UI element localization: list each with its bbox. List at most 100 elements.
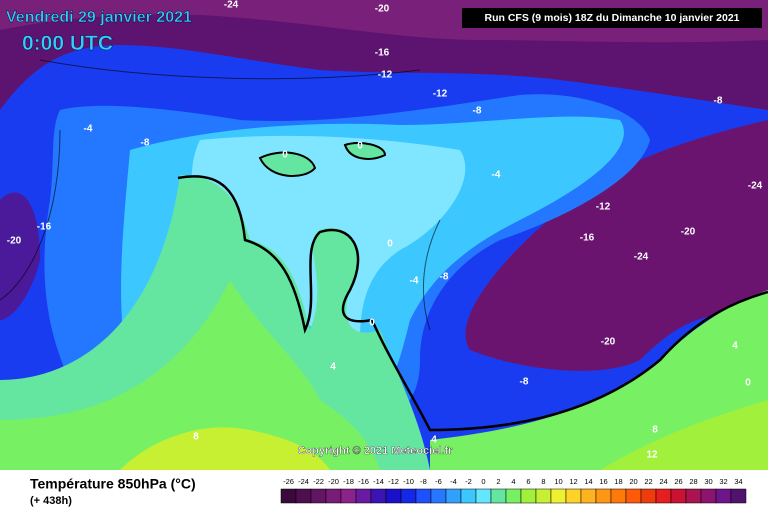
contour-label: -16 [37, 222, 52, 233]
colorbar-swatch [385, 488, 402, 504]
colorbar-tick-label: -4 [450, 477, 457, 486]
colorbar-swatch [460, 488, 477, 504]
colorbar-tick-label: 20 [629, 477, 637, 486]
contour-label: -8 [473, 106, 482, 117]
colorbar-tick-label: 30 [704, 477, 712, 486]
date: Vendredi 29 janvier 2021 [6, 9, 192, 26]
colorbar-tick-label: -2 [465, 477, 472, 486]
contour-labels: -24 -20 -16 -12 -12 -8 -8 -4 -8 0 0 -4 -12 -24 -20 -16 -… [7, 0, 763, 461]
colorbar-swatch [595, 488, 612, 504]
contour-label: 4 [330, 362, 336, 373]
contour-label: 0 [282, 150, 288, 161]
colorbar-swatch [400, 488, 417, 504]
colorbar-tick-label: -22 [313, 477, 324, 486]
colorbar-tick-label: 34 [734, 477, 742, 486]
contour-label: 8 [652, 425, 658, 436]
colorbar-swatch [415, 488, 432, 504]
contour-label: 4 [431, 435, 437, 446]
colorbar-tick-label: -6 [435, 477, 442, 486]
colorbar-tick-label: -16 [358, 477, 369, 486]
colorbar-swatch [610, 488, 627, 504]
contour-label: -8 [520, 377, 529, 388]
contour-label: 0 [369, 318, 375, 329]
colorbar-swatch [565, 488, 582, 504]
colorbar-swatch [295, 488, 312, 504]
cold-region [465, 120, 768, 371]
warm-region [600, 400, 768, 470]
isotherm-zero [177, 175, 768, 432]
colorbar-swatch [715, 488, 732, 504]
colorbar-swatch [355, 488, 372, 504]
contour-label: 0 [387, 239, 393, 250]
warm-region [430, 290, 768, 470]
colorbar-tick-label: 26 [674, 477, 682, 486]
colorbar-swatch [520, 488, 537, 504]
contour-label: 12 [646, 450, 658, 461]
colorbar-tick-label: -26 [283, 477, 294, 486]
colorbar-tick-label: 16 [599, 477, 607, 486]
colorbar-tick-label: 8 [541, 477, 545, 486]
contour-label: 0 [745, 378, 751, 389]
colorbar-swatch [700, 488, 717, 504]
colorbar-tick-label: -18 [343, 477, 354, 486]
colorbar-tick-label: -24 [298, 477, 309, 486]
colorbar-swatch [550, 488, 567, 504]
contour-label: -12 [378, 70, 393, 81]
contour-label: -20 [601, 337, 616, 348]
map: -24 -20 -16 -12 -12 -8 -8 -4 -8 0 0 -4 -12 -24 -20 -16 -… [0, 0, 768, 470]
colorbar-swatch [445, 488, 462, 504]
contour-label: -4 [84, 124, 93, 135]
colorbar-tick-label: -10 [403, 477, 414, 486]
contour-label: -24 [634, 252, 649, 263]
colorbar-swatch [475, 488, 492, 504]
colorbar-swatch [580, 488, 597, 504]
warm-region [0, 280, 380, 470]
colorbar-tick-label: 14 [584, 477, 592, 486]
colorbar-swatch [340, 488, 357, 504]
colorbar-tick-label: 2 [496, 477, 500, 486]
run-box [462, 8, 762, 28]
legend-title: Température 850hPa (°C) [30, 476, 196, 492]
colorbar-tick-label: 0 [481, 477, 485, 486]
colorbar-tick-label: -20 [328, 477, 339, 486]
colorbar-swatch [505, 488, 522, 504]
contour-label: -8 [714, 96, 723, 107]
coastline [0, 59, 441, 331]
copyright: Copyright © 2021 Meteociel.fr [298, 445, 454, 457]
colorbar-tick-label: 4 [511, 477, 515, 486]
contour-label: -24 [224, 0, 239, 11]
time: 0:00 UTC [22, 32, 113, 55]
colorbar-swatch [370, 488, 387, 504]
isotherm-zero [258, 142, 387, 178]
contour-label: -8 [141, 138, 150, 149]
warm-region [120, 427, 330, 470]
contour-label: 8 [193, 432, 199, 443]
contour-label: -12 [596, 202, 611, 213]
colorbar-tick-label: -12 [388, 477, 399, 486]
colorbar-swatch [280, 488, 297, 504]
colorbar-tick-label: 12 [569, 477, 577, 486]
contour-label: 4 [732, 341, 738, 352]
colorbar-swatch [490, 488, 507, 504]
contour-label: -4 [492, 170, 501, 181]
colorbar-tick-label: 18 [614, 477, 622, 486]
colorbar: -26 -24 -22 -20 -18 -16 -14 -12 -10 -8 -6 -4 -2 0 2 4 6 8… [280, 477, 747, 504]
colorbar-tick-label: 32 [719, 477, 727, 486]
colorbar-tick-label: 28 [689, 477, 697, 486]
legend-subtitle: (+ 438h) [30, 495, 72, 507]
colorbar-swatch [670, 488, 687, 504]
colorbar-tick-label: 10 [554, 477, 562, 486]
contour-label: -20 [375, 4, 390, 15]
colorbar-tick-label: 22 [644, 477, 652, 486]
colorbar-swatch [625, 488, 642, 504]
colorbar-swatch [310, 488, 327, 504]
colorbar-swatch [640, 488, 657, 504]
contour-label: -20 [681, 227, 696, 238]
colorbar-tick-label: 6 [526, 477, 530, 486]
contour-label: -24 [748, 181, 763, 192]
contour-label: -12 [433, 89, 448, 100]
contour-label: -4 [410, 276, 419, 287]
colorbar-swatch [730, 488, 747, 504]
colorbar-tick-label: 24 [659, 477, 667, 486]
contour-label: -16 [580, 233, 595, 244]
